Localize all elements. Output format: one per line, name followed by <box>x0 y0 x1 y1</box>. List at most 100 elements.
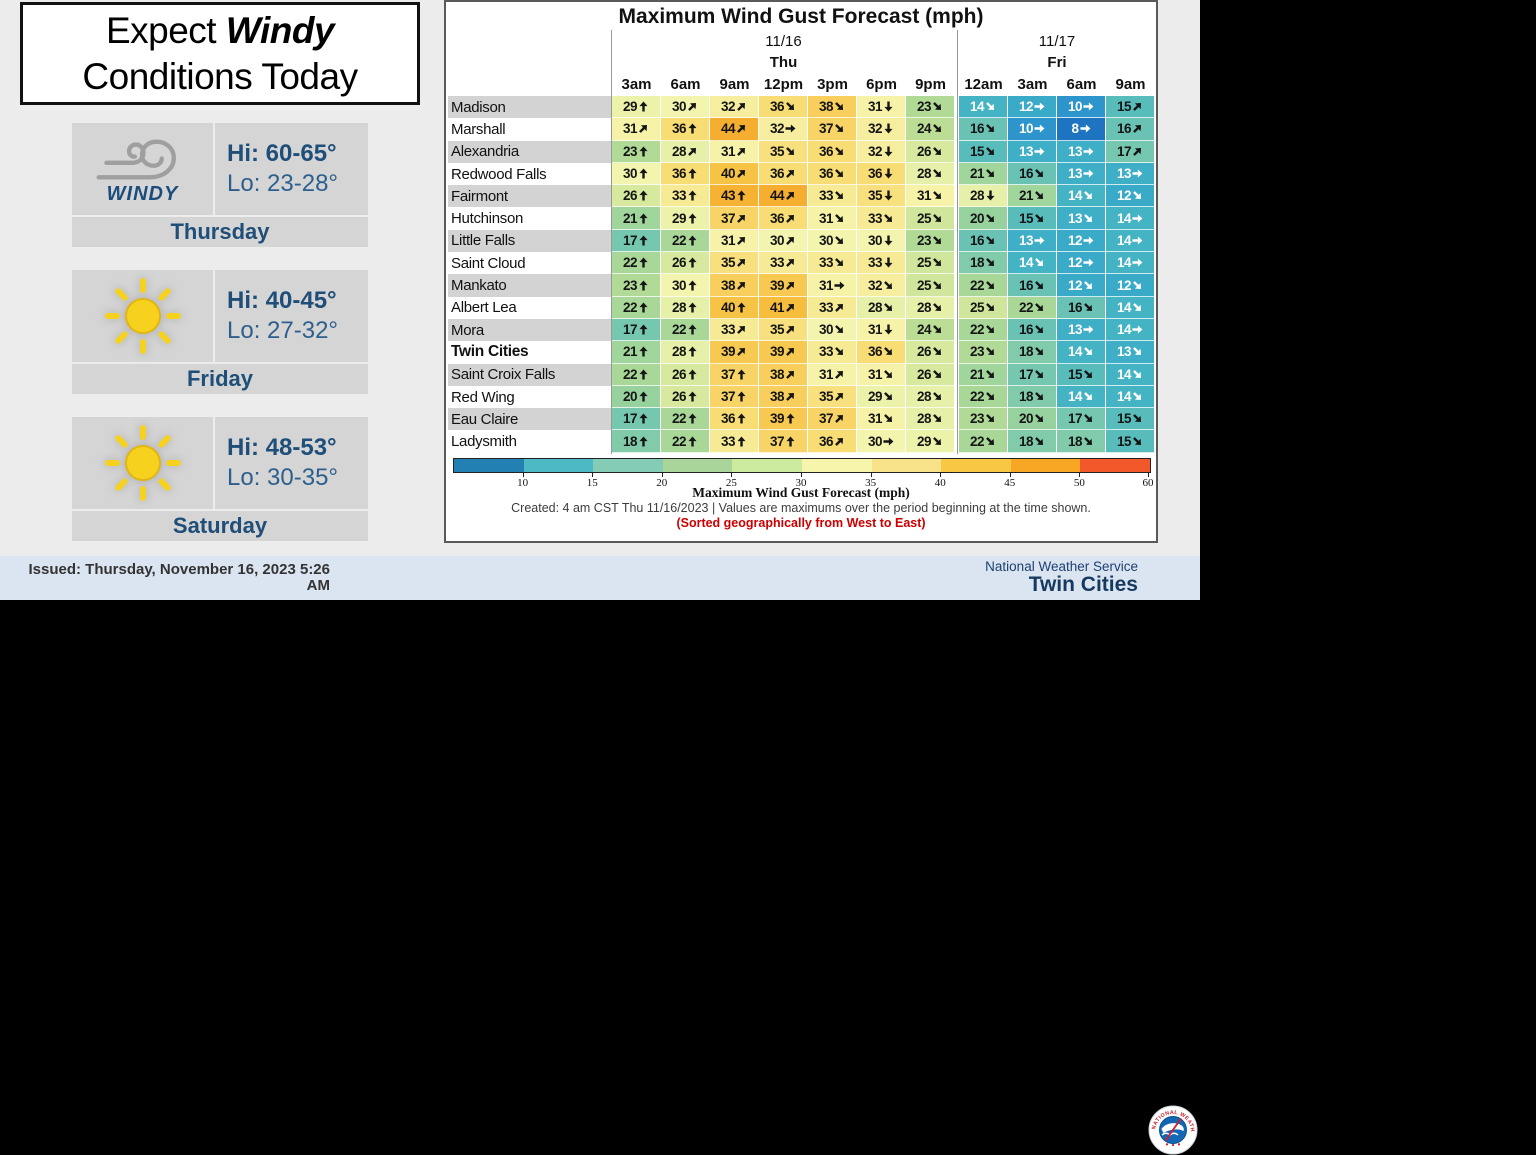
colorbar-tick <box>661 472 663 477</box>
gust-cell: 26 <box>906 341 955 364</box>
wind-direction-arrow <box>933 258 942 267</box>
city-label: Redwood Falls <box>448 162 612 186</box>
gust-cell: 18 <box>959 252 1008 275</box>
wind-direction-arrow <box>737 281 746 290</box>
wind-direction-arrow <box>1133 125 1142 134</box>
wind-direction-arrow <box>835 347 844 356</box>
gust-cell: 26 <box>661 385 710 409</box>
city-label: Eau Claire <box>448 408 612 431</box>
temps-area: Hi: 48-53° Lo: 30-35° <box>215 417 368 509</box>
wind-direction-arrow <box>1034 124 1045 133</box>
wind-direction-arrow <box>835 437 844 446</box>
wind-direction-arrow <box>1084 280 1093 289</box>
gust-cell: 35 <box>759 140 808 163</box>
wind-direction-arrow <box>1133 436 1142 445</box>
gust-cell: 14 <box>1106 318 1155 342</box>
wind-direction-arrow <box>688 235 697 246</box>
gust-cell: 28 <box>959 185 1008 208</box>
wind-direction-arrow <box>884 213 893 222</box>
issued-timestamp: Issued: Thursday, November 16, 2023 5:26… <box>28 561 330 594</box>
wind-direction-arrow <box>933 369 942 378</box>
gust-cell: 31 <box>808 363 857 386</box>
gust-cell: 30 <box>857 430 906 453</box>
gust-cell: 16 <box>1057 296 1106 319</box>
wind-direction-arrow <box>786 392 795 401</box>
wind-direction-arrow <box>1084 392 1093 401</box>
gust-cell: 40 <box>710 162 759 186</box>
gust-cell: 18 <box>1008 341 1057 364</box>
gust-cell: 12 <box>1106 185 1155 208</box>
gust-cell: 17 <box>1057 408 1106 431</box>
wind-direction-arrow <box>1084 302 1093 311</box>
wind-icon <box>96 138 176 179</box>
wind-direction-arrow <box>639 235 648 246</box>
colorbar-segment <box>941 459 1011 472</box>
hi-temp: Hi: 60-65° <box>227 140 337 167</box>
wind-direction-arrow <box>884 324 893 335</box>
wind-direction-arrow <box>1035 347 1044 356</box>
wind-direction-arrow <box>737 147 746 156</box>
wind-direction-arrow <box>1084 213 1093 222</box>
gust-cell: 15 <box>1008 207 1057 230</box>
wind-direction-arrow <box>884 392 893 401</box>
wind-direction-arrow <box>1083 147 1094 156</box>
time-label: 3pm <box>817 76 848 93</box>
gust-cell: 17 <box>612 408 661 431</box>
forecast-card-friday: Hi: 40-45° Lo: 27-32° Friday <box>72 270 368 394</box>
wind-direction-arrow <box>1035 169 1044 178</box>
wind-direction-arrow <box>1035 191 1044 200</box>
wind-direction-arrow <box>688 103 697 112</box>
gust-cell: 31 <box>857 408 906 431</box>
gust-cell: 37 <box>759 430 808 453</box>
wind-direction-arrow <box>1035 213 1044 222</box>
wind-direction-arrow <box>1132 214 1143 223</box>
time-label: 3am <box>621 76 652 93</box>
wind-direction-arrow <box>933 213 942 222</box>
gust-cell: 33 <box>808 296 857 319</box>
wind-direction-arrow <box>786 413 795 424</box>
colorbar-tick-label: 30 <box>795 477 807 489</box>
gust-cell: 15 <box>1106 96 1155 119</box>
city-label: Red Wing <box>448 385 612 409</box>
gust-cell: 33 <box>808 185 857 208</box>
gust-cell: 14 <box>1106 296 1155 319</box>
gust-cell: 28 <box>906 385 955 409</box>
created-note: Created: 4 am CST Thu 11/16/2023 | Value… <box>511 501 1091 515</box>
wind-direction-arrow <box>1034 236 1045 245</box>
wind-direction-arrow <box>737 391 746 402</box>
gust-cell: 36 <box>759 96 808 119</box>
gust-cell: 18 <box>1057 430 1106 453</box>
gust-cell: 14 <box>1106 252 1155 275</box>
gust-cell: 31 <box>857 96 906 119</box>
gust-cell: 24 <box>906 318 955 342</box>
gust-cell: 37 <box>808 408 857 431</box>
time-label: 9am <box>719 76 750 93</box>
colorbar-tick-label: 45 <box>1004 477 1016 489</box>
table-row: Mankato 23 30 38 39 31 32 25 22 16 12 12 <box>448 274 1155 297</box>
gust-cell: 14 <box>1106 385 1155 409</box>
gust-cell: 31 <box>857 318 906 342</box>
wind-direction-arrow <box>1035 302 1044 311</box>
colorbar-segment <box>523 459 594 472</box>
gust-cell: 30 <box>661 274 710 297</box>
gust-cell: 25 <box>906 207 955 230</box>
wind-direction-arrow <box>933 347 942 356</box>
gust-cell: 17 <box>612 229 661 253</box>
wind-direction-arrow <box>1084 191 1093 200</box>
gust-cell: 29 <box>612 96 661 119</box>
gust-cell: 28 <box>906 296 955 319</box>
wind-direction-arrow <box>884 369 893 378</box>
gust-cell: 36 <box>759 207 808 230</box>
wind-direction-arrow <box>933 436 942 445</box>
gust-cell: 16 <box>1008 274 1057 297</box>
table-row: Saint Cloud 22 26 35 33 33 33 25 18 14 12 14 <box>448 252 1155 275</box>
wind-direction-arrow <box>1034 147 1045 156</box>
gust-cell: 39 <box>759 274 808 297</box>
gust-cell: 14 <box>1106 207 1155 230</box>
gust-cell: 30 <box>808 229 857 253</box>
gust-cell: 14 <box>1008 252 1057 275</box>
wind-direction-arrow <box>737 214 746 223</box>
wind-direction-arrow <box>1084 347 1093 356</box>
wind-direction-arrow <box>884 280 893 289</box>
city-label: Fairmont <box>448 185 612 208</box>
